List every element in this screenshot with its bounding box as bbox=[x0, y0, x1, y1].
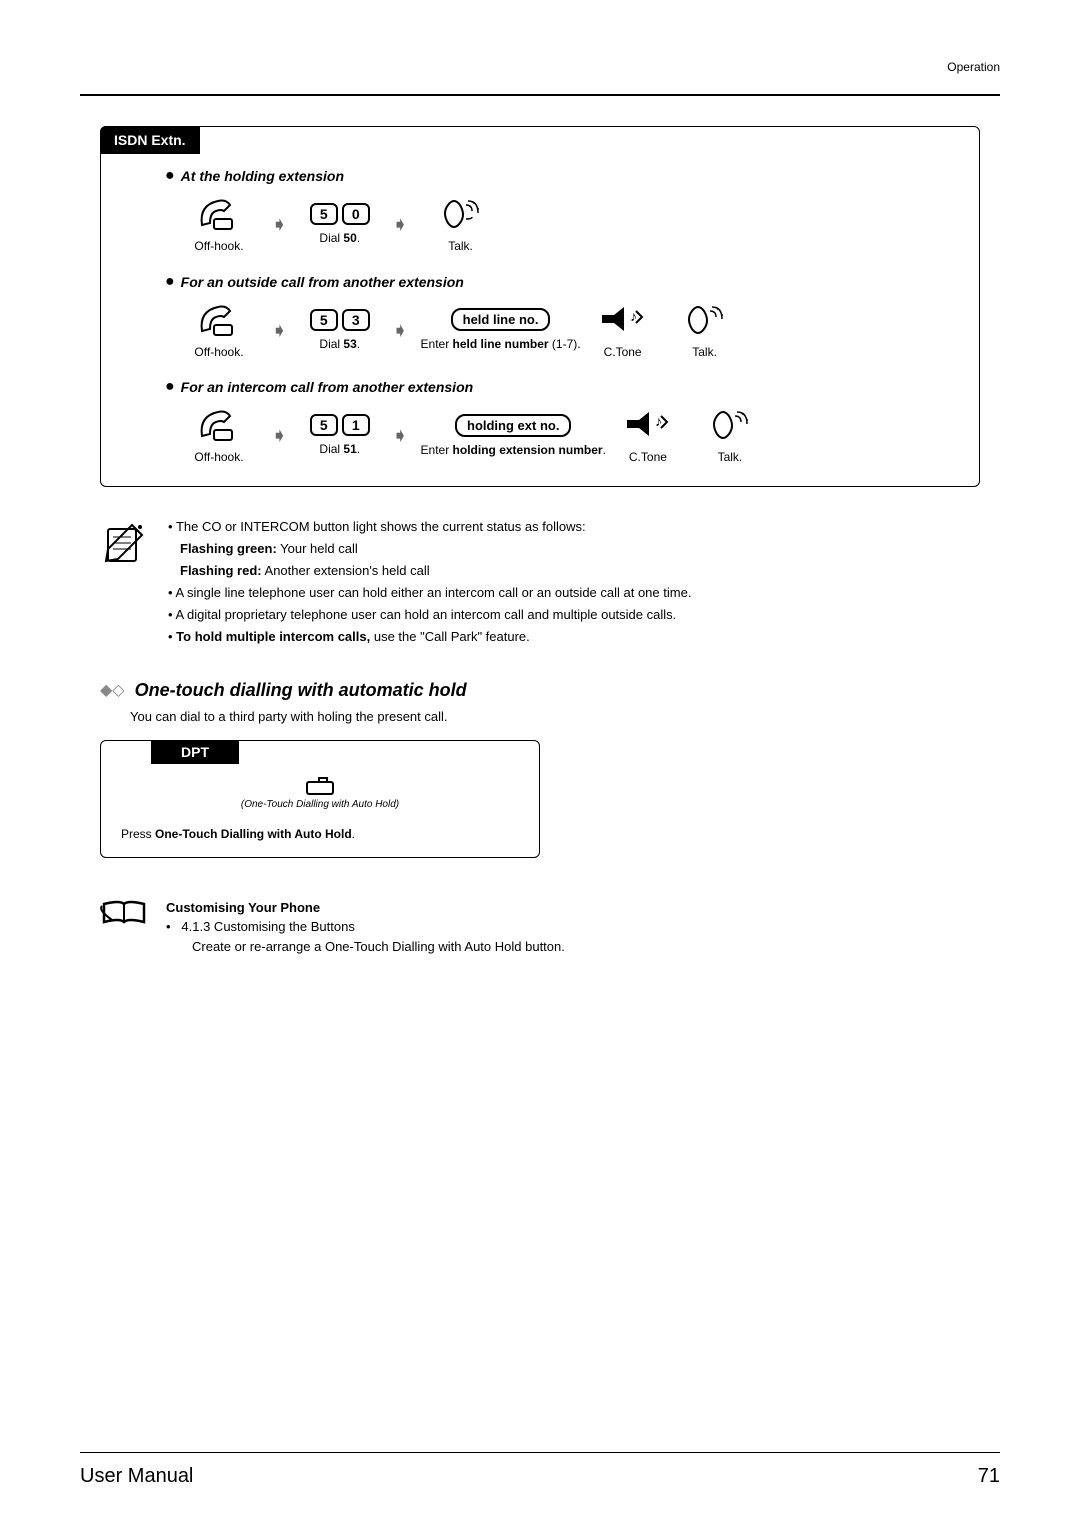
dial-label: Dial 53. bbox=[319, 337, 360, 353]
page-number: 71 bbox=[978, 1465, 1000, 1488]
ctone-label: C.Tone bbox=[604, 345, 642, 361]
arrow-icon: ➧ bbox=[392, 318, 409, 343]
flow-1: Off-hook. ➧ 5 0 Dial 50. ➧ Talk. bbox=[179, 195, 959, 255]
key-5: 5 bbox=[310, 203, 338, 225]
subhead-text: For an intercom call from another extens… bbox=[181, 379, 474, 395]
ctone-label: C.Tone bbox=[629, 450, 667, 466]
notes-list: The CO or INTERCOM button light shows th… bbox=[166, 517, 691, 650]
ref-desc: Create or re-arrange a One-Touch Diallin… bbox=[166, 937, 565, 957]
dial-label: Dial 51. bbox=[319, 442, 360, 458]
note-item: To hold multiple intercom calls, use the… bbox=[166, 627, 691, 647]
svg-text:♪: ♪ bbox=[655, 413, 662, 429]
reference-block: Customising Your Phone 4.1.3 Customising… bbox=[100, 898, 980, 957]
subhead-holding: ● At the holding extension bbox=[165, 167, 959, 185]
footer-title: User Manual bbox=[80, 1465, 193, 1488]
note-item: Flashing green: Your held call bbox=[166, 539, 691, 559]
enter-label: Enter holding extension number. bbox=[421, 443, 606, 459]
arrow-icon: ➧ bbox=[271, 212, 288, 237]
offhook-label: Off-hook. bbox=[194, 450, 243, 466]
bullet-icon: ● bbox=[165, 167, 175, 185]
note-item: The CO or INTERCOM button light shows th… bbox=[166, 517, 691, 537]
talk-icon bbox=[438, 195, 484, 233]
bullet-icon: ● bbox=[165, 378, 175, 396]
talk-label: Talk. bbox=[448, 239, 473, 255]
key-5: 5 bbox=[310, 309, 338, 331]
arrow-icon: ➧ bbox=[271, 423, 288, 448]
key-1: 1 bbox=[342, 414, 370, 436]
offhook-icon bbox=[196, 195, 242, 233]
isdn-tab: ISDN Extn. bbox=[100, 126, 200, 154]
subhead-outside: ● For an outside call from another exten… bbox=[165, 273, 959, 291]
offhook-label: Off-hook. bbox=[194, 239, 243, 255]
section-subtext: You can dial to a third party with holin… bbox=[130, 709, 980, 724]
flow-3: Off-hook. ➧ 5 1 Dial 51. ➧ holding ext n… bbox=[179, 406, 959, 466]
keycap-51: 5 1 bbox=[310, 414, 370, 436]
reference-body: Customising Your Phone 4.1.3 Customising… bbox=[166, 898, 565, 957]
offhook-icon bbox=[196, 301, 242, 339]
arrow-icon: ➧ bbox=[271, 318, 288, 343]
talk-label: Talk. bbox=[692, 345, 717, 361]
talk-icon bbox=[707, 406, 753, 444]
offhook-icon bbox=[196, 406, 242, 444]
footer: User Manual 71 bbox=[80, 1452, 1000, 1488]
button-label: (One-Touch Dialling with Auto Hold) bbox=[241, 799, 399, 811]
held-line-pill: held line no. bbox=[451, 308, 551, 331]
arrow-icon: ➧ bbox=[392, 212, 409, 237]
offhook-label: Off-hook. bbox=[194, 345, 243, 361]
heading-text: One-touch dialling with automatic hold bbox=[135, 680, 467, 701]
header-section: Operation bbox=[80, 60, 1000, 74]
bullet-icon: ● bbox=[165, 273, 175, 291]
dpt-caption: Press One-Touch Dialling with Auto Hold. bbox=[121, 827, 519, 841]
flow-2: Off-hook. ➧ 5 3 Dial 53. ➧ held line no.… bbox=[179, 301, 959, 361]
diamond-icon: ◆◇ bbox=[100, 680, 125, 700]
section-heading: ◆◇ One-touch dialling with automatic hol… bbox=[100, 680, 980, 701]
key-5: 5 bbox=[310, 414, 338, 436]
keycap-53: 5 3 bbox=[310, 309, 370, 331]
dpt-box: DPT (One-Touch Dialling with Auto Hold) … bbox=[100, 740, 540, 858]
arrow-icon: ➧ bbox=[392, 423, 409, 448]
button-icon bbox=[306, 781, 334, 795]
dpt-tab: DPT bbox=[151, 740, 239, 764]
reference-icon bbox=[100, 898, 146, 957]
notes-block: The CO or INTERCOM button light shows th… bbox=[100, 517, 980, 650]
key-3: 3 bbox=[342, 309, 370, 331]
note-item: A digital proprietary telephone user can… bbox=[166, 605, 691, 625]
tone-icon: ♪ bbox=[600, 301, 646, 339]
tone-icon: ♪ bbox=[625, 406, 671, 444]
top-rule bbox=[80, 94, 1000, 96]
keycap-50: 5 0 bbox=[310, 203, 370, 225]
dial-label: Dial 50. bbox=[319, 231, 360, 247]
ref-item: 4.1.3 Customising the Buttons bbox=[166, 917, 565, 937]
holding-ext-pill: holding ext no. bbox=[455, 414, 571, 437]
talk-icon bbox=[682, 301, 728, 339]
dpt-button-graphic: (One-Touch Dialling with Auto Hold) bbox=[121, 781, 519, 811]
note-item: A single line telephone user can hold ei… bbox=[166, 583, 691, 603]
note-item: Flashing red: Another extension's held c… bbox=[166, 561, 691, 581]
ref-title: Customising Your Phone bbox=[166, 898, 565, 918]
enter-label: Enter held line number (1-7). bbox=[421, 337, 581, 353]
key-0: 0 bbox=[342, 203, 370, 225]
subhead-text: At the holding extension bbox=[181, 168, 344, 184]
isdn-box: ISDN Extn. ● At the holding extension Of… bbox=[100, 126, 980, 487]
svg-text:♪: ♪ bbox=[630, 308, 637, 324]
talk-label: Talk. bbox=[718, 450, 743, 466]
note-icon bbox=[100, 517, 146, 650]
subhead-intercom: ● For an intercom call from another exte… bbox=[165, 378, 959, 396]
subhead-text: For an outside call from another extensi… bbox=[181, 274, 464, 290]
